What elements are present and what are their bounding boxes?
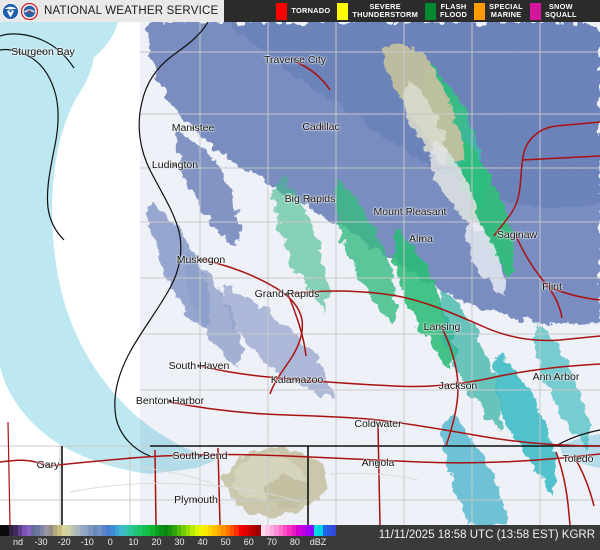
city-label: Plymouth: [174, 494, 218, 506]
city-marker: [194, 498, 198, 502]
legend-item-snow-squall[interactable]: SNOW SQUALL: [529, 1, 577, 20]
city-label: Ann Arbor: [532, 371, 580, 383]
city-label: Fort Wayne: [332, 524, 386, 525]
radar-map-canvas: [0, 22, 600, 525]
city-label: Lansing: [423, 321, 461, 333]
legend-item-flash-flood[interactable]: FLASH FLOOD: [425, 1, 468, 20]
city-label: Mount Pleasant: [373, 206, 447, 218]
dbz-tick-label: -10: [80, 537, 94, 547]
city-marker: [191, 126, 195, 130]
timestamp-label: 11/11/2025 18:58 UTC (13:58 EST) KGRR: [378, 529, 595, 541]
dbz-tick-label: 10: [128, 537, 139, 547]
dbz-color-ramp: [0, 525, 337, 536]
legend-label: SPECIAL MARINE: [489, 1, 523, 19]
header-bar: NATIONAL WEATHER SERVICE TORNADO SEVERE …: [0, 0, 600, 22]
dbz-tick-label: 70: [266, 537, 277, 547]
city-marker: [168, 399, 172, 403]
city-label: Sturgeon Bay: [11, 46, 75, 58]
footer-bar: nd -30 -20 -10 0 10 20 30 40 50 60 70 80 dBZ 11/11/20…: [0, 525, 600, 550]
legend-label: SNOW SQUALL: [544, 1, 577, 19]
legend-item-tornado[interactable]: TORNADO: [276, 2, 331, 20]
city-marker: [308, 197, 312, 201]
dbz-tick-label: -20: [57, 537, 71, 547]
city-marker: [319, 125, 323, 129]
city-marker: [293, 58, 297, 62]
dbz-tick-label: 60: [243, 537, 254, 547]
city-marker: [197, 364, 201, 368]
city-marker: [576, 457, 580, 461]
legend-item-severe-thunderstorm[interactable]: SEVERE THUNDERSTORM: [337, 1, 419, 20]
city-marker: [554, 375, 558, 379]
dbz-tick-label: 50: [220, 537, 231, 547]
city-marker: [376, 461, 380, 465]
noaa-seal-icon: [2, 2, 19, 20]
city-label: Muskegon: [176, 254, 226, 266]
city-marker: [408, 210, 412, 214]
highways: [0, 61, 600, 525]
dbz-tick-label: 40: [197, 537, 208, 547]
dbz-color-scale[interactable]: nd -30 -20 -10 0 10 20 30 40 50 60 70 80 dBZ: [0, 525, 337, 550]
city-label: Jackson: [438, 380, 478, 392]
special-marine-color-swatch: [474, 2, 486, 20]
city-marker: [46, 463, 50, 467]
state-boundaries: [0, 22, 600, 525]
city-marker: [440, 325, 444, 329]
minor-roads: [69, 461, 419, 503]
city-label: Grand Rapids: [254, 288, 320, 300]
city-marker: [550, 285, 554, 289]
nws-branding[interactable]: NATIONAL WEATHER SERVICE: [0, 0, 225, 22]
city-marker: [285, 292, 289, 296]
city-marker: [376, 422, 380, 426]
snow-squall-color-swatch: [529, 2, 541, 20]
legend-label: FLASH FLOOD: [440, 1, 468, 19]
city-label: Big Rapids: [284, 193, 336, 205]
dbz-tick-label: nd: [12, 537, 24, 547]
radar-map[interactable]: Sturgeon Bay Traverse City Manistee Cadilla…: [0, 22, 600, 525]
flash-flood-color-swatch: [425, 2, 437, 20]
agency-name: NATIONAL WEATHER SERVICE: [44, 5, 219, 17]
city-marker: [295, 378, 299, 382]
dbz-tick-label: 0: [107, 537, 113, 547]
city-marker: [419, 237, 423, 241]
city-label: Coldwater: [354, 418, 402, 430]
city-label: Saginaw: [496, 229, 538, 241]
city-label: Manistee: [171, 122, 215, 134]
city-label: Gary: [36, 459, 60, 471]
severe-thunderstorm-color-swatch: [337, 2, 349, 20]
city-label: Alma: [409, 233, 433, 245]
tornado-color-swatch: [276, 2, 288, 20]
dbz-scale-ticks: nd -30 -20 -10 0 10 20 30 40 50 60 70 80 dBZ: [0, 536, 336, 550]
nws-seal-icon: [21, 2, 38, 20]
city-marker: [515, 233, 519, 237]
dbz-tick-label: 30: [174, 537, 185, 547]
legend-label: TORNADO: [291, 5, 331, 15]
city-label: Cadillac: [302, 121, 340, 133]
warning-legend: TORNADO SEVERE THUNDERSTORM FLASH FLOOD …: [276, 0, 583, 22]
city-label: Toledo: [562, 453, 594, 465]
city-marker: [198, 454, 202, 458]
legend-item-special-marine[interactable]: SPECIAL MARINE: [474, 1, 523, 20]
city-label: South Haven: [168, 360, 230, 372]
city-label: South Bend: [172, 450, 228, 462]
city-marker: [41, 50, 45, 54]
city-marker: [173, 163, 177, 167]
dbz-tick-label: 80: [289, 537, 300, 547]
city-label: Traverse City: [263, 54, 327, 66]
city-label: Kalamazoo: [270, 374, 324, 386]
dbz-tick-label: dBZ: [309, 537, 327, 547]
city-label: Angola: [361, 457, 395, 469]
dbz-tick-label: 20: [151, 537, 162, 547]
city-marker: [199, 258, 203, 262]
legend-label: SEVERE THUNDERSTORM: [352, 1, 419, 19]
city-label: Benton Harbor: [135, 395, 205, 407]
city-label: Ludington: [151, 159, 199, 171]
city-marker: [456, 384, 460, 388]
city-label: Flint: [542, 281, 562, 293]
dbz-tick-label: -30: [34, 537, 48, 547]
radar-reflectivity-field: [140, 22, 600, 525]
